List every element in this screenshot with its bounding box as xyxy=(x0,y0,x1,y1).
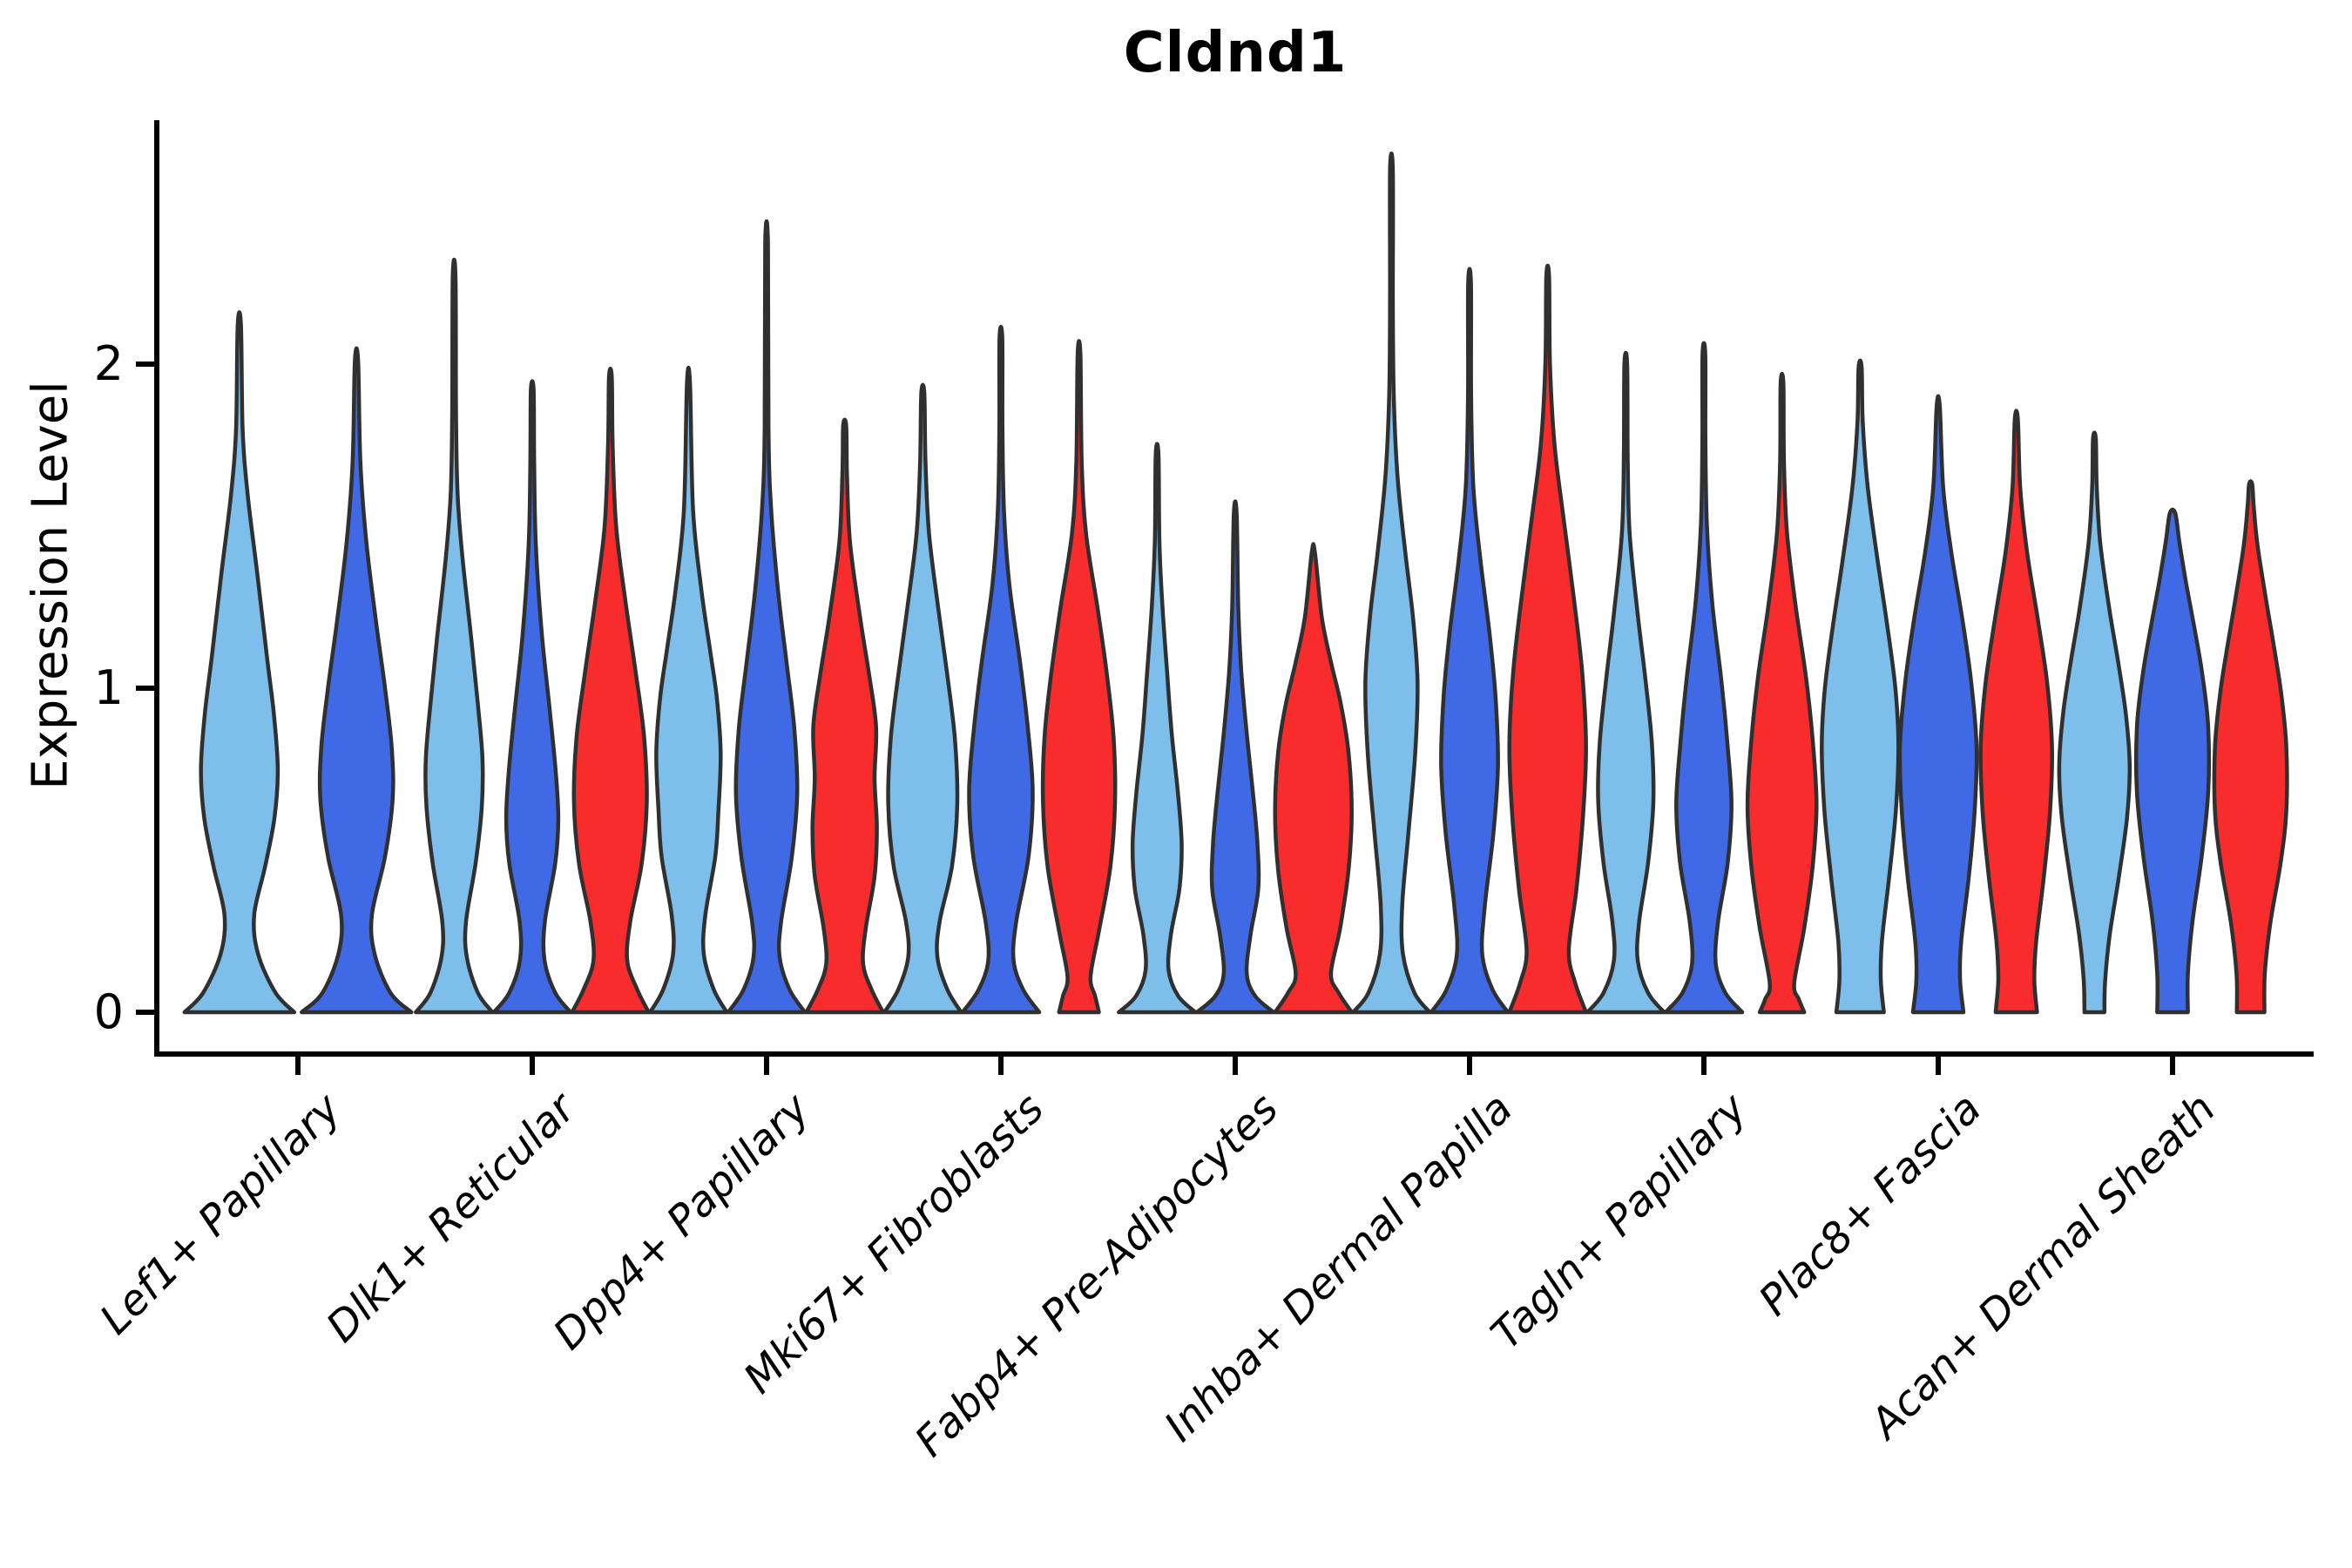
plot-title: Cldnd1 xyxy=(1123,21,1348,85)
violin-red xyxy=(1745,371,1819,1015)
y-tick-label: 2 xyxy=(93,336,124,391)
violin-blue xyxy=(1663,341,1745,1015)
violin-blue xyxy=(491,379,573,1015)
y-axis-ticks xyxy=(136,362,157,1015)
y-tick-label: 1 xyxy=(93,660,124,715)
violin-red xyxy=(1507,263,1588,1015)
violin-light_blue xyxy=(2057,430,2132,1015)
violin-light_blue xyxy=(1585,350,1666,1015)
violin-blue xyxy=(726,219,808,1015)
violin-blue xyxy=(1429,267,1511,1015)
violin-red xyxy=(1273,542,1354,1015)
violin-red xyxy=(1040,339,1118,1015)
violins-layer xyxy=(182,151,2289,1015)
violin-light_blue xyxy=(1117,442,1198,1015)
violin-blue xyxy=(300,346,414,1015)
violin-blue xyxy=(960,324,1042,1015)
violin-blue xyxy=(2133,507,2212,1015)
violin-light_blue xyxy=(414,257,495,1015)
violin-light_blue xyxy=(1351,151,1432,1015)
violin-red xyxy=(570,366,651,1015)
violin-blue xyxy=(1897,394,1979,1015)
x-axis-ticks xyxy=(295,1054,2175,1075)
violin-light_blue xyxy=(648,365,729,1015)
violin-red xyxy=(804,417,885,1015)
violin-light_blue xyxy=(882,382,963,1015)
violin-light_blue xyxy=(182,310,297,1015)
violin-red xyxy=(2212,479,2289,1015)
y-tick-label: 0 xyxy=(93,984,124,1039)
violin-red xyxy=(1978,409,2054,1015)
violin-light_blue xyxy=(1820,358,1901,1015)
violin-blue xyxy=(1194,499,1276,1015)
